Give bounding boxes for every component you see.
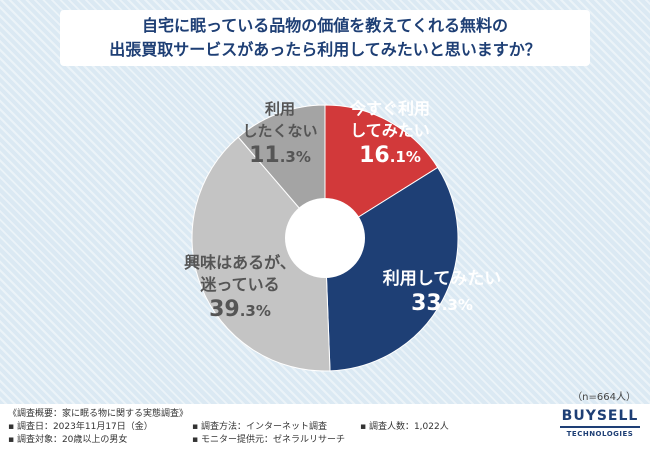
company-logo: BUYSELL TECHNOLOGIES	[558, 408, 642, 439]
slice-immediate	[324, 104, 439, 239]
survey-provider: ▪ モニター提供元：ゼネラルリサーチ	[192, 435, 345, 445]
slice-name-line: したくない	[242, 122, 318, 140]
slice-percent: 16.1%	[359, 143, 421, 168]
slice-hesitant	[191, 136, 331, 372]
sample-size: （n=664人）	[572, 392, 636, 403]
slice-name-line: 今すぐ利用	[349, 99, 430, 118]
survey-method: ▪ 調査方法：インターネット調査	[192, 422, 327, 432]
slice-percent: 39.3%	[209, 297, 271, 322]
slice-percent: 11.3%	[249, 143, 311, 168]
title-box: 自宅に眠っている品物の価値を教えてくれる無料の 出張買取サービスがあったら利用し…	[60, 10, 590, 66]
slice-label-hesitant: 興味はあるが、 迷っている 39.3%	[165, 252, 315, 325]
title-line-2: 出張買取サービスがあったら利用してみたいと思いますか？	[109, 40, 541, 59]
slice-name-line: 利用	[264, 100, 295, 118]
slice-label-no: 利用 したくない 11.3%	[232, 98, 328, 171]
slice-name-line: 利用してみたい	[382, 269, 502, 289]
logo-sub-text: TECHNOLOGIES	[566, 430, 634, 438]
slice-name-line: 興味はあるが、	[184, 253, 296, 272]
slice-name-line: 迷っている	[200, 275, 280, 294]
slice-label-want: 利用してみたい 33.3%	[362, 268, 522, 319]
survey-target: ▪ 調査対象：20歳以上の男女	[8, 435, 128, 445]
survey-count: ▪ 調査人数：1,022人	[360, 422, 449, 432]
slice-percent: 33.3%	[411, 291, 473, 316]
footer: 《調査概要：家に眠る物に関する実態調査》 ▪ 調査日：2023年11月17日（金…	[0, 404, 650, 450]
slice-name-line: してみたい	[350, 121, 430, 140]
title-line-1: 自宅に眠っている品物の価値を教えてくれる無料の	[142, 16, 508, 35]
slice-label-immediate: 今すぐ利用 してみたい 16.1%	[336, 98, 444, 171]
survey-date: ▪ 調査日：2023年11月17日（金）	[8, 422, 153, 432]
logo-divider	[560, 426, 640, 428]
logo-main-text: BUYSELL	[561, 408, 639, 424]
survey-overview: 《調査概要：家に眠る物に関する実態調査》	[8, 409, 189, 419]
donut-hole	[285, 198, 365, 278]
